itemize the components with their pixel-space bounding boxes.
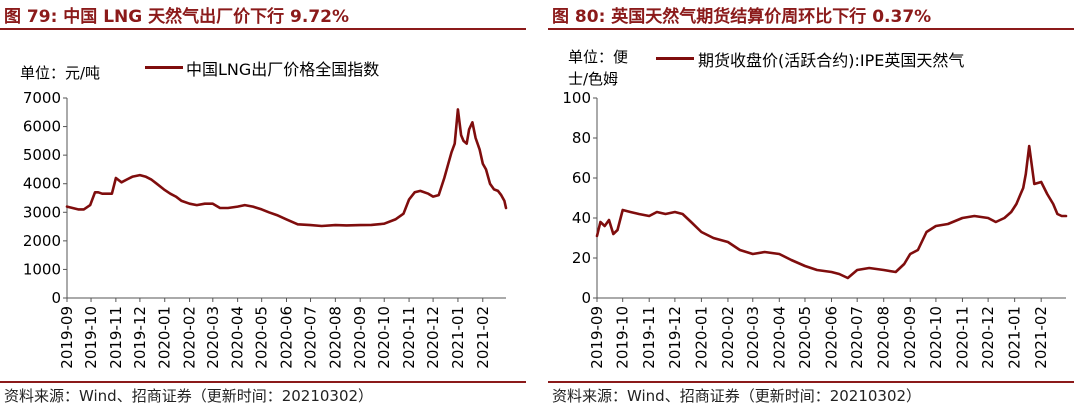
y-tick-label: 6000 bbox=[23, 118, 61, 136]
x-tick-label: 2020-10 bbox=[927, 306, 945, 369]
x-tick-label: 2020-12 bbox=[424, 306, 442, 369]
x-tick-label: 2019-12 bbox=[131, 306, 149, 369]
x-tick-label: 2020-01 bbox=[692, 306, 710, 369]
y-tick-label: 0 bbox=[581, 289, 591, 307]
legend-label: 期货收盘价(活跃合约):IPE英国天然气 bbox=[698, 51, 965, 70]
y-tick-label: 7000 bbox=[23, 89, 61, 107]
x-tick-label: 2020-10 bbox=[375, 306, 393, 369]
x-tick-label: 2021-01 bbox=[449, 306, 467, 369]
y-tick-label: 5000 bbox=[23, 146, 61, 164]
y-tick-label: 0 bbox=[51, 289, 61, 307]
y-tick-label: 80 bbox=[572, 129, 591, 147]
x-tick-label: 2019-11 bbox=[640, 306, 658, 369]
source-note: 资料来源：Wind、招商证券（更新时间：20210302） bbox=[4, 387, 374, 405]
x-tick-label: 2019-12 bbox=[666, 306, 684, 369]
y-tick-label: 100 bbox=[562, 89, 591, 107]
source-divider bbox=[548, 381, 1074, 383]
x-tick-label: 2019-10 bbox=[82, 306, 100, 369]
x-tick-label: 2020-06 bbox=[823, 306, 841, 369]
x-tick-label: 2020-03 bbox=[204, 306, 222, 369]
x-tick-label: 2020-07 bbox=[848, 306, 866, 369]
legend-line-swatch bbox=[145, 66, 183, 69]
x-tick-label: 2020-01 bbox=[156, 306, 174, 369]
x-tick-label: 2019-09 bbox=[588, 306, 606, 369]
x-tick-label: 2019-10 bbox=[614, 306, 632, 369]
y-tick-label: 60 bbox=[572, 169, 591, 187]
x-tick-label: 2020-03 bbox=[744, 306, 762, 369]
x-tick-label: 2020-04 bbox=[770, 306, 788, 369]
unit-label-line2: 士/色姆 bbox=[568, 70, 619, 88]
legend-line-swatch bbox=[656, 57, 694, 60]
x-tick-label: 2020-06 bbox=[278, 306, 296, 369]
x-tick-label: 2020-11 bbox=[400, 306, 418, 369]
x-tick-label: 2021-02 bbox=[474, 306, 492, 369]
x-tick-label: 2021-02 bbox=[1032, 306, 1050, 369]
legend-label: 中国LNG出厂价格全国指数 bbox=[186, 60, 380, 79]
x-tick-label: 2020-04 bbox=[229, 306, 247, 369]
x-tick-label: 2020-08 bbox=[326, 306, 344, 369]
chart-title: 图 79: 中国 LNG 天然气出厂价下行 9.72% bbox=[4, 7, 350, 27]
y-tick-label: 4000 bbox=[23, 175, 61, 193]
title-divider bbox=[548, 28, 1074, 30]
source-divider bbox=[0, 381, 526, 383]
x-tick-label: 2020-05 bbox=[796, 306, 814, 369]
unit-label-line1: 单位：便 bbox=[568, 48, 629, 66]
y-tick-label: 2000 bbox=[23, 232, 61, 250]
x-tick-label: 2020-05 bbox=[253, 306, 271, 369]
chart-panel-left: 图 79: 中国 LNG 天然气出厂价下行 9.72% 单位：元/吨 中国LNG… bbox=[0, 0, 526, 406]
x-tick-label: 2019-09 bbox=[58, 306, 76, 369]
y-tick-label: 40 bbox=[572, 209, 591, 227]
y-tick-label: 20 bbox=[572, 249, 591, 267]
x-tick-label: 2020-11 bbox=[953, 306, 971, 369]
x-tick-label: 2020-09 bbox=[901, 306, 919, 369]
x-tick-label: 2019-11 bbox=[107, 306, 125, 369]
chart-title: 图 80: 英国天然气期货结算价周环比下行 0.37% bbox=[552, 7, 932, 27]
chart-plot-left: 0 1000 2000 3000 4000 5000 6000 7000 2019-09 2019… bbox=[23, 89, 508, 369]
series-line bbox=[595, 144, 1068, 280]
x-tick-label: 2021-01 bbox=[1006, 306, 1024, 369]
x-tick-label: 2020-07 bbox=[302, 306, 320, 369]
series-line bbox=[65, 108, 508, 228]
x-tick-label: 2020-02 bbox=[719, 306, 737, 369]
y-tick-label: 1000 bbox=[23, 260, 61, 278]
chart-panel-right: 图 80: 英国天然气期货结算价周环比下行 0.37% 单位：便 士/色姆 期货… bbox=[548, 0, 1074, 406]
x-tick-label: 2020-12 bbox=[979, 306, 997, 369]
source-note: 资料来源：Wind、招商证券（更新时间：20210302） bbox=[552, 387, 922, 405]
chart-plot-right: 0 20 40 60 80 100 2019-09 2019-10 2019-11 2019-12… bbox=[562, 89, 1068, 369]
x-tick-label: 2020-08 bbox=[875, 306, 893, 369]
y-tick-label: 3000 bbox=[23, 203, 61, 221]
x-tick-label: 2020-02 bbox=[181, 306, 199, 369]
unit-label: 单位：元/吨 bbox=[20, 64, 101, 82]
title-divider bbox=[0, 28, 526, 30]
x-tick-label: 2020-09 bbox=[351, 306, 369, 369]
